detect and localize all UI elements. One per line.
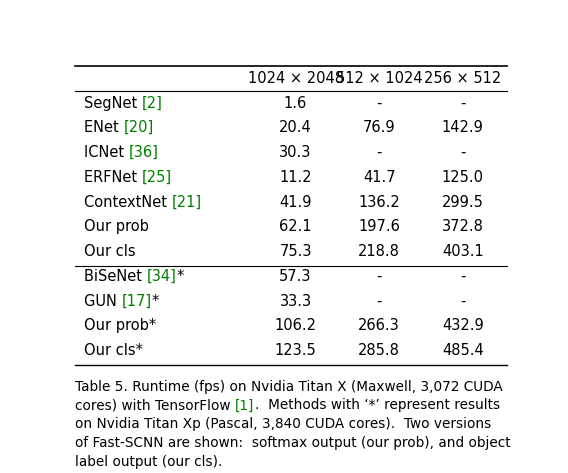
Text: -: - (460, 294, 465, 309)
Text: Our prob: Our prob (84, 219, 149, 234)
Text: 299.5: 299.5 (442, 194, 484, 210)
Text: -: - (460, 145, 465, 160)
Text: 485.4: 485.4 (442, 343, 484, 358)
Text: [25]: [25] (142, 170, 172, 185)
Text: Table 5. Runtime (fps) on Nvidia Titan X (Maxwell, 3,072 CUDA: Table 5. Runtime (fps) on Nvidia Titan X… (76, 379, 503, 394)
Text: 41.7: 41.7 (363, 170, 395, 185)
Text: -: - (377, 96, 382, 111)
Text: 142.9: 142.9 (442, 120, 484, 135)
Text: 1.6: 1.6 (284, 96, 307, 111)
Text: of Fast-SCNN are shown:  softmax output (our prob), and object: of Fast-SCNN are shown: softmax output (… (76, 437, 511, 450)
Text: 432.9: 432.9 (442, 318, 484, 333)
Text: ContextNet: ContextNet (84, 194, 172, 210)
Text: cores) with TensorFlow: cores) with TensorFlow (76, 398, 235, 412)
Text: 266.3: 266.3 (358, 318, 400, 333)
Text: -: - (377, 294, 382, 309)
Text: ICNet: ICNet (84, 145, 129, 160)
Text: *: * (177, 269, 184, 284)
Text: ENet: ENet (84, 120, 124, 135)
Text: 403.1: 403.1 (442, 244, 484, 259)
Text: -: - (460, 96, 465, 111)
Text: 1024 × 2048: 1024 × 2048 (248, 71, 344, 87)
Text: 197.6: 197.6 (358, 219, 400, 234)
Text: [1]: [1] (235, 398, 254, 412)
Text: .  Methods with ‘*’ represent results: . Methods with ‘*’ represent results (254, 398, 500, 412)
Text: [2]: [2] (142, 96, 163, 111)
Text: 285.8: 285.8 (358, 343, 400, 358)
Text: 125.0: 125.0 (442, 170, 484, 185)
Text: [20]: [20] (124, 120, 154, 135)
Text: -: - (460, 269, 465, 284)
Text: [36]: [36] (129, 145, 159, 160)
Text: 62.1: 62.1 (279, 219, 312, 234)
Text: 372.8: 372.8 (442, 219, 484, 234)
Text: [17]: [17] (122, 294, 152, 309)
Text: *: * (152, 294, 159, 309)
Text: 30.3: 30.3 (279, 145, 312, 160)
Text: 75.3: 75.3 (279, 244, 312, 259)
Text: 11.2: 11.2 (279, 170, 312, 185)
Text: 512 × 1024: 512 × 1024 (336, 71, 423, 87)
Text: GUN: GUN (84, 294, 122, 309)
Text: 218.8: 218.8 (358, 244, 400, 259)
Text: [21]: [21] (172, 194, 202, 210)
Text: Our cls*: Our cls* (84, 343, 143, 358)
Text: 57.3: 57.3 (279, 269, 312, 284)
Text: on Nvidia Titan Xp (Pascal, 3,840 CUDA cores).  Two versions: on Nvidia Titan Xp (Pascal, 3,840 CUDA c… (76, 417, 492, 431)
Text: ERFNet: ERFNet (84, 170, 142, 185)
Text: 136.2: 136.2 (358, 194, 400, 210)
Text: Our cls: Our cls (84, 244, 136, 259)
Text: [34]: [34] (147, 269, 177, 284)
Text: 33.3: 33.3 (279, 294, 312, 309)
Text: 41.9: 41.9 (279, 194, 312, 210)
Text: 76.9: 76.9 (363, 120, 395, 135)
Text: Our prob*: Our prob* (84, 318, 156, 333)
Text: SegNet: SegNet (84, 96, 142, 111)
Text: label output (our cls).: label output (our cls). (76, 455, 223, 469)
Text: -: - (377, 145, 382, 160)
Text: -: - (377, 269, 382, 284)
Text: 106.2: 106.2 (274, 318, 316, 333)
Text: 123.5: 123.5 (274, 343, 316, 358)
Text: 20.4: 20.4 (279, 120, 312, 135)
Text: 256 × 512: 256 × 512 (424, 71, 502, 87)
Text: BiSeNet: BiSeNet (84, 269, 147, 284)
